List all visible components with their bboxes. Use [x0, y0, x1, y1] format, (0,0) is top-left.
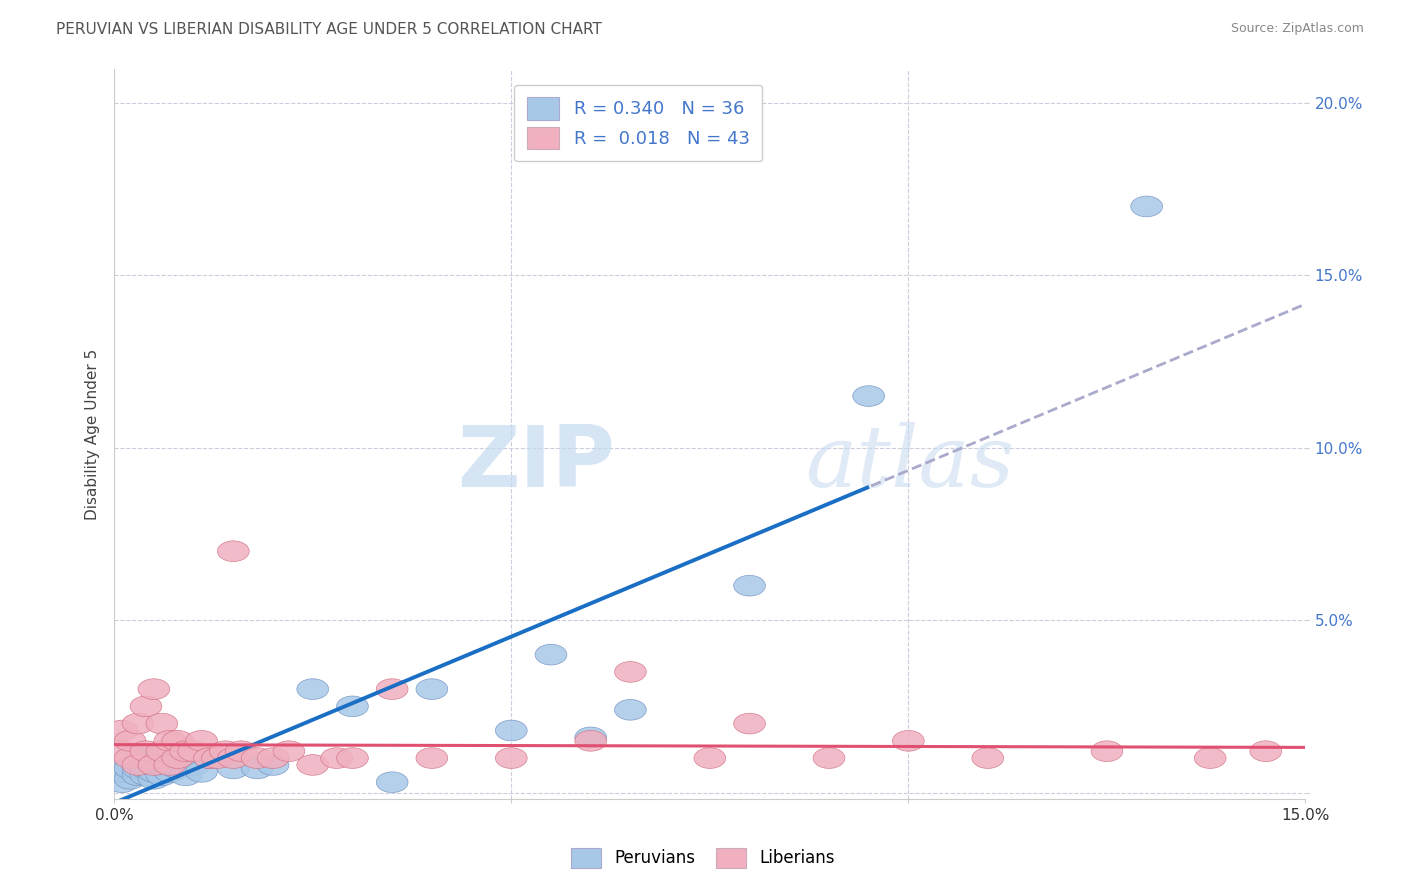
Ellipse shape: [377, 772, 408, 793]
Ellipse shape: [131, 696, 162, 716]
Ellipse shape: [114, 758, 146, 779]
Legend: R = 0.340   N = 36, R =  0.018   N = 43: R = 0.340 N = 36, R = 0.018 N = 43: [515, 85, 762, 161]
Ellipse shape: [186, 762, 218, 782]
Ellipse shape: [416, 679, 447, 699]
Ellipse shape: [107, 741, 138, 762]
Ellipse shape: [297, 679, 329, 699]
Ellipse shape: [495, 720, 527, 741]
Ellipse shape: [122, 765, 153, 786]
Ellipse shape: [114, 768, 146, 789]
Ellipse shape: [114, 747, 146, 768]
Ellipse shape: [162, 747, 194, 768]
Ellipse shape: [495, 747, 527, 768]
Ellipse shape: [201, 747, 233, 768]
Ellipse shape: [153, 731, 186, 751]
Ellipse shape: [336, 747, 368, 768]
Ellipse shape: [336, 696, 368, 716]
Y-axis label: Disability Age Under 5: Disability Age Under 5: [86, 349, 100, 520]
Ellipse shape: [575, 727, 606, 747]
Ellipse shape: [972, 747, 1004, 768]
Ellipse shape: [153, 762, 186, 782]
Ellipse shape: [122, 755, 153, 775]
Ellipse shape: [1130, 196, 1163, 217]
Ellipse shape: [242, 747, 273, 768]
Text: ZIP: ZIP: [457, 422, 614, 505]
Ellipse shape: [146, 741, 177, 762]
Ellipse shape: [107, 762, 138, 782]
Ellipse shape: [170, 741, 201, 762]
Ellipse shape: [131, 765, 162, 786]
Ellipse shape: [734, 575, 765, 596]
Ellipse shape: [107, 772, 138, 793]
Ellipse shape: [297, 755, 329, 775]
Ellipse shape: [153, 751, 186, 772]
Ellipse shape: [734, 714, 765, 734]
Ellipse shape: [146, 765, 177, 786]
Ellipse shape: [893, 731, 924, 751]
Ellipse shape: [257, 747, 288, 768]
Ellipse shape: [1194, 747, 1226, 768]
Ellipse shape: [218, 541, 249, 562]
Ellipse shape: [536, 644, 567, 665]
Ellipse shape: [194, 747, 225, 768]
Text: Source: ZipAtlas.com: Source: ZipAtlas.com: [1230, 22, 1364, 36]
Ellipse shape: [614, 662, 647, 682]
Ellipse shape: [218, 747, 249, 768]
Ellipse shape: [209, 741, 242, 762]
Ellipse shape: [695, 747, 725, 768]
Ellipse shape: [153, 755, 186, 775]
Ellipse shape: [170, 765, 201, 786]
Ellipse shape: [575, 731, 606, 751]
Ellipse shape: [218, 758, 249, 779]
Ellipse shape: [1091, 741, 1123, 762]
Text: atlas: atlas: [806, 422, 1014, 505]
Ellipse shape: [177, 741, 209, 762]
Ellipse shape: [131, 758, 162, 779]
Ellipse shape: [194, 747, 225, 768]
Ellipse shape: [321, 747, 353, 768]
Ellipse shape: [138, 755, 170, 775]
Ellipse shape: [138, 755, 170, 775]
Ellipse shape: [138, 762, 170, 782]
Ellipse shape: [416, 747, 447, 768]
Ellipse shape: [146, 755, 177, 775]
Ellipse shape: [146, 714, 177, 734]
Ellipse shape: [853, 385, 884, 407]
Ellipse shape: [813, 747, 845, 768]
Ellipse shape: [614, 699, 647, 720]
Legend: Peruvians, Liberians: Peruvians, Liberians: [565, 841, 841, 875]
Ellipse shape: [377, 679, 408, 699]
Ellipse shape: [1250, 741, 1282, 762]
Ellipse shape: [242, 758, 273, 779]
Ellipse shape: [177, 755, 209, 775]
Ellipse shape: [257, 755, 288, 775]
Ellipse shape: [225, 741, 257, 762]
Text: PERUVIAN VS LIBERIAN DISABILITY AGE UNDER 5 CORRELATION CHART: PERUVIAN VS LIBERIAN DISABILITY AGE UNDE…: [56, 22, 602, 37]
Ellipse shape: [273, 741, 305, 762]
Ellipse shape: [138, 768, 170, 789]
Ellipse shape: [131, 747, 162, 768]
Ellipse shape: [138, 679, 170, 699]
Ellipse shape: [162, 731, 194, 751]
Ellipse shape: [122, 758, 153, 779]
Ellipse shape: [107, 720, 138, 741]
Ellipse shape: [122, 751, 153, 772]
Ellipse shape: [186, 731, 218, 751]
Ellipse shape: [131, 741, 162, 762]
Ellipse shape: [162, 758, 194, 779]
Ellipse shape: [114, 731, 146, 751]
Ellipse shape: [122, 714, 153, 734]
